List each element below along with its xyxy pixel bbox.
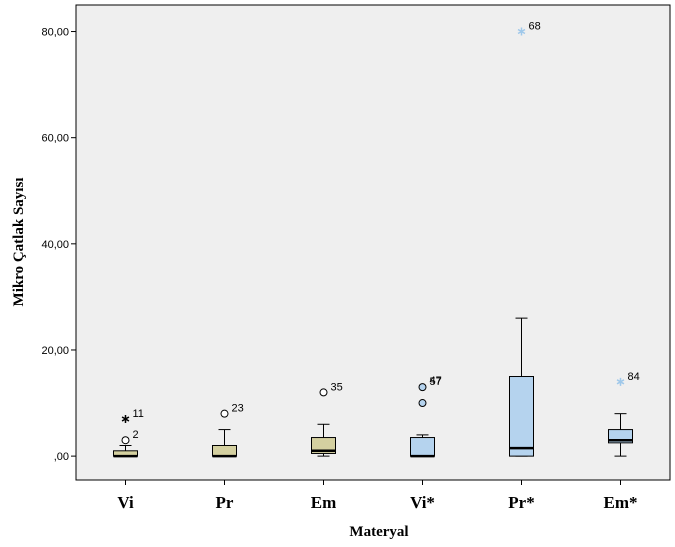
x-tick-label: Vi — [117, 493, 134, 512]
y-tick-label: ,00 — [54, 451, 69, 463]
outlier-label: 11 — [133, 408, 144, 420]
x-tick-label: Pr — [216, 493, 234, 512]
y-tick-label: 80,00 — [41, 27, 69, 39]
box-Em: 35 — [311, 381, 343, 457]
outlier-star — [616, 377, 625, 386]
box-iqr — [410, 437, 435, 457]
y-axis-title: Mikro Çatlak Sayısı — [11, 178, 27, 307]
outlier-label: 84 — [628, 371, 640, 383]
outlier-circle — [319, 388, 328, 397]
outlier-label: 47 — [430, 375, 442, 387]
outlier-circle — [220, 409, 229, 418]
box-iqr — [212, 445, 237, 457]
box-Pr*: 68 — [509, 21, 541, 457]
box-iqr — [311, 437, 336, 454]
x-tick-label: Pr* — [508, 493, 534, 512]
outlier-circle — [418, 399, 427, 408]
outlier-label: 35 — [331, 381, 343, 393]
outlier-label: 23 — [232, 403, 244, 415]
box-iqr — [509, 376, 534, 457]
y-tick-label: 60,00 — [41, 133, 69, 145]
outlier-label: 68 — [529, 21, 541, 33]
y-tick-label: 40,00 — [41, 239, 69, 251]
plot-area — [75, 4, 671, 481]
box-Em*: 84 — [608, 371, 640, 457]
outlier-star — [517, 27, 526, 36]
x-axis-title: Materyal — [349, 524, 408, 540]
x-tick-label: Em* — [604, 493, 638, 512]
x-axis: Vi Pr Em Vi* Pr* Em* — [117, 480, 638, 512]
outlier-label: 57 — [430, 376, 442, 388]
outlier-circle — [121, 436, 130, 445]
y-axis: ,00 20,00 40,00 60,00 80,00 — [41, 27, 76, 463]
y-tick-label: 20,00 — [41, 345, 69, 357]
box-Vi: 2 11 — [113, 408, 144, 458]
outlier-label: 2 — [133, 429, 139, 441]
x-tick-label: Em — [311, 493, 337, 512]
box-Pr: 23 — [212, 403, 244, 458]
outlier-star — [121, 414, 130, 423]
outlier-circle — [418, 383, 427, 392]
x-tick-label: Vi* — [410, 493, 435, 512]
